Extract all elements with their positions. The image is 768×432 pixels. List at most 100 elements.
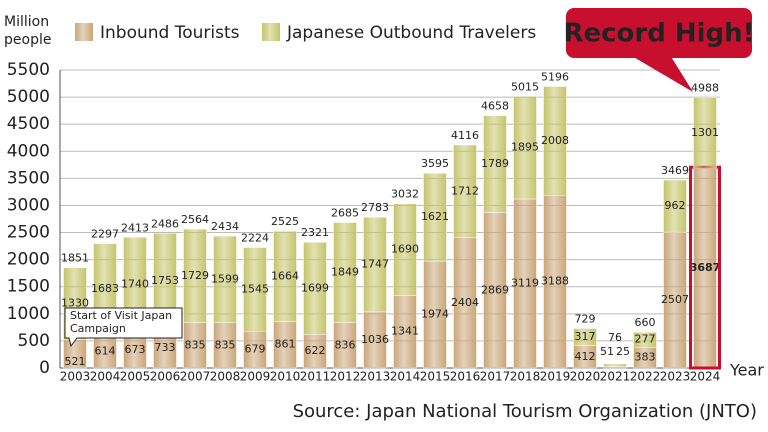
annotation-box — [64, 307, 183, 348]
total-label: 76 — [608, 331, 622, 344]
x-tick-label: 2004 — [90, 370, 121, 384]
bar-segment — [243, 247, 267, 332]
bar-segment — [573, 328, 597, 346]
value-label: 3687 — [690, 261, 721, 274]
total-label: 3595 — [421, 157, 449, 170]
value-label: 2404 — [451, 296, 479, 309]
value-label: 622 — [305, 344, 326, 357]
value-label: 1974 — [421, 308, 449, 321]
total-label: 3032 — [391, 188, 419, 201]
y-axis-title: people — [4, 32, 51, 48]
value-label: 383 — [635, 351, 656, 364]
y-tick-label: 4500 — [7, 114, 50, 134]
legend-swatch — [262, 23, 280, 41]
x-tick-label: 2006 — [150, 370, 181, 384]
legend-swatch — [75, 23, 93, 41]
x-tick-label: 2020 — [570, 370, 601, 384]
y-tick-label: 4000 — [7, 141, 50, 161]
y-tick-label: 2000 — [7, 250, 50, 270]
total-label: 2434 — [211, 220, 239, 233]
legend-label: Inbound Tourists — [100, 23, 240, 43]
total-label: 2486 — [151, 217, 179, 230]
total-label: 2224 — [241, 231, 269, 244]
bar-segment — [423, 172, 447, 262]
value-label: 1729 — [181, 269, 209, 282]
x-tick-label: 2012 — [330, 370, 361, 384]
total-label: 4116 — [451, 129, 479, 142]
x-tick-label: 2018 — [510, 370, 541, 384]
value-label: 25 — [616, 345, 630, 358]
x-tick-label: 2021 — [600, 370, 631, 384]
value-label: 1599 — [211, 272, 239, 285]
value-label: 1699 — [301, 281, 329, 294]
value-label: 614 — [95, 344, 116, 357]
bar-segment — [393, 203, 417, 296]
value-label: 733 — [155, 341, 176, 354]
value-label: 3119 — [511, 277, 539, 290]
value-label: 1301 — [691, 126, 719, 139]
total-label: 660 — [635, 316, 656, 329]
bar-segment — [333, 222, 357, 323]
total-label: 2413 — [121, 221, 149, 234]
value-label: 1036 — [361, 333, 389, 346]
value-label: 1849 — [331, 266, 359, 279]
y-tick-label: 1000 — [7, 304, 50, 324]
x-tick-label: 2024 — [690, 370, 721, 384]
value-label: 1789 — [481, 157, 509, 170]
x-tick-label: 2016 — [450, 370, 481, 384]
x-tick-label: 2022 — [630, 370, 661, 384]
value-label: 836 — [335, 338, 356, 351]
value-label: 412 — [575, 350, 596, 363]
total-label: 5196 — [541, 70, 569, 83]
total-label: 2297 — [91, 228, 119, 241]
value-label: 2507 — [661, 293, 689, 306]
value-label: 1690 — [391, 243, 419, 256]
bar-segment — [693, 97, 717, 169]
total-label: 2321 — [301, 226, 329, 239]
callout-text: Record High! — [563, 19, 754, 49]
x-tick-label: 2005 — [120, 370, 151, 384]
bar-segment — [663, 179, 687, 233]
total-label: 2525 — [271, 215, 299, 228]
x-tick-label: 2017 — [480, 370, 511, 384]
annotation-text: Campaign — [70, 322, 126, 335]
value-label: 521 — [65, 355, 86, 368]
y-tick-label: 500 — [18, 331, 50, 351]
y-tick-label: 1500 — [7, 277, 50, 297]
bar-segment — [183, 228, 207, 324]
total-label: 2685 — [331, 207, 359, 220]
bar-segment — [303, 241, 327, 335]
value-label: 277 — [635, 333, 656, 346]
x-tick-label: 2019 — [540, 370, 571, 384]
y-tick-label: 2500 — [7, 223, 50, 243]
x-tick-label: 2023 — [660, 370, 691, 384]
value-label: 317 — [575, 330, 596, 343]
callout-pointer — [630, 55, 693, 92]
total-label: 2783 — [361, 201, 389, 214]
bar-segment — [633, 331, 657, 348]
value-label: 2008 — [541, 134, 569, 147]
source: Source: Japan National Tourism Organizat… — [293, 401, 757, 422]
value-label: 679 — [245, 343, 266, 356]
x-tick-label: 2010 — [270, 370, 301, 384]
bar-segment — [273, 230, 297, 322]
callout-box — [566, 8, 752, 58]
value-label: 51 — [600, 345, 614, 358]
x-tick-label: 2003 — [60, 370, 91, 384]
total-label: 729 — [575, 313, 596, 326]
total-label: 4988 — [691, 82, 719, 95]
total-label: 1851 — [61, 252, 89, 265]
legend-label: Japanese Outbound Travelers — [286, 23, 536, 43]
value-label: 1712 — [451, 184, 479, 197]
bar-segment — [543, 86, 567, 196]
x-tick-label: 2014 — [390, 370, 421, 384]
x-tick-label: 2015 — [420, 370, 451, 384]
value-label: 3188 — [541, 275, 569, 288]
value-label: 1621 — [421, 210, 449, 223]
value-label: 1740 — [121, 277, 149, 290]
value-label: 1330 — [61, 297, 89, 310]
value-label: 1664 — [271, 269, 299, 282]
total-label: 5015 — [511, 80, 539, 93]
bar-segment — [213, 235, 237, 324]
